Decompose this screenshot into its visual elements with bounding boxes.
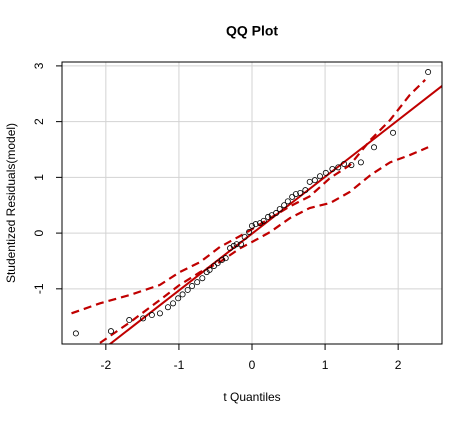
data-point: [276, 206, 283, 213]
data-point: [322, 169, 329, 176]
data-point: [284, 198, 291, 205]
y-tick-label: -1: [32, 283, 46, 294]
data-point: [148, 312, 155, 319]
data-point: [357, 159, 364, 166]
data-point: [289, 193, 296, 200]
data-point: [107, 328, 114, 335]
plot-area: [71, 69, 442, 344]
fit-line: [108, 85, 442, 344]
data-point: [329, 166, 336, 173]
data-point: [184, 286, 191, 293]
data-point: [156, 310, 163, 317]
data-point: [248, 222, 255, 229]
data-point: [311, 177, 318, 184]
data-point: [316, 173, 323, 180]
data-point: [126, 317, 133, 324]
data-point: [206, 266, 213, 273]
x-tick-label: 2: [395, 358, 402, 372]
data-point: [170, 300, 177, 307]
data-point: [230, 242, 237, 249]
x-tick-label: -1: [174, 358, 185, 372]
data-point: [260, 217, 267, 224]
data-point: [214, 260, 221, 267]
data-point: [371, 144, 378, 151]
x-tick-label: 0: [249, 358, 256, 372]
data-point: [219, 256, 226, 263]
data-point: [189, 283, 196, 290]
data-point: [241, 233, 248, 240]
data-point: [246, 228, 253, 235]
data-point: [425, 69, 432, 76]
y-tick-label: 1: [32, 174, 46, 181]
data-point: [238, 241, 245, 248]
data-point: [297, 189, 304, 196]
y-tick-label: 0: [32, 229, 46, 236]
chart-title: QQ Plot: [226, 23, 278, 39]
data-point: [273, 210, 280, 217]
data-point: [233, 241, 240, 248]
data-point: [335, 164, 342, 171]
data-point: [292, 191, 299, 198]
data-point: [199, 275, 206, 282]
grid: [62, 62, 442, 344]
data-point: [194, 279, 201, 286]
data-point: [390, 129, 397, 136]
axes: -2 -1 0 1 2 -1 0 1 2 3: [32, 62, 402, 372]
data-point: [72, 330, 79, 337]
data-point: [164, 304, 171, 311]
data-point: [252, 221, 259, 228]
y-tick-label: 2: [32, 118, 46, 125]
data-point: [265, 213, 272, 220]
data-point: [302, 187, 309, 194]
data-point: [341, 160, 348, 167]
data-point: [222, 255, 229, 262]
y-axis-label: Studentized Residuals(model): [4, 123, 18, 283]
data-point: [281, 202, 288, 209]
y-tick-label: 3: [32, 62, 46, 69]
x-tick-label: 1: [322, 358, 329, 372]
data-point: [140, 315, 147, 322]
data-point: [348, 162, 355, 169]
data-point: [175, 295, 182, 302]
data-point: [306, 178, 313, 185]
x-axis-label: t Quantiles: [223, 390, 280, 404]
data-point: [179, 291, 186, 298]
confidence-band: [99, 146, 429, 344]
x-tick-label: -2: [101, 358, 112, 372]
confidence-band: [71, 79, 426, 315]
